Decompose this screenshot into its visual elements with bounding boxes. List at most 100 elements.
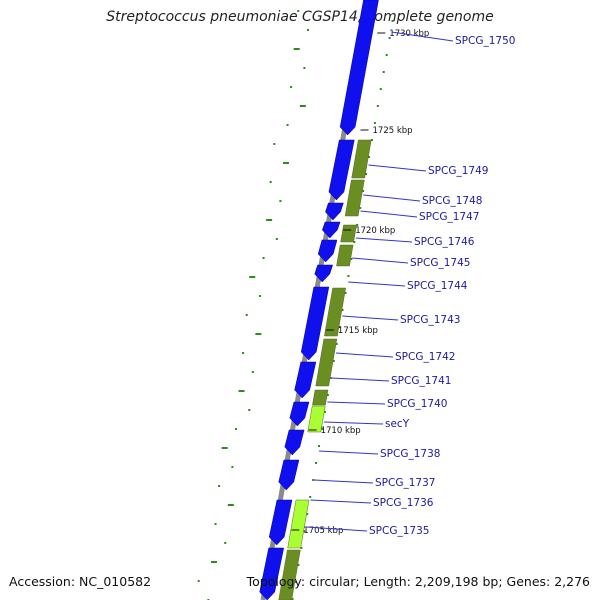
gene-arrow[interactable] — [322, 221, 341, 239]
gene-label[interactable]: SPCG_1748 — [422, 195, 482, 207]
cds-block[interactable] — [278, 549, 301, 600]
scale-label: 1720 kbp — [355, 226, 395, 236]
gene-label[interactable]: SPCG_1746 — [414, 236, 475, 248]
gc-dot — [224, 542, 227, 544]
gc-dot — [368, 156, 371, 158]
gc-dot — [309, 496, 312, 498]
gene-label[interactable]: SPCG_1741 — [391, 375, 451, 387]
gc-dot — [293, 48, 300, 50]
gc-dot — [326, 394, 329, 396]
cds-block[interactable] — [336, 244, 354, 267]
gene-label[interactable]: SPCG_1736 — [373, 497, 434, 509]
gc-dot — [347, 275, 350, 277]
gc-dot — [299, 105, 306, 107]
gc-dot — [303, 67, 306, 69]
label-leader — [318, 450, 379, 455]
cds-block[interactable] — [340, 224, 357, 243]
gc-dot — [245, 314, 248, 316]
gene-label[interactable]: SPCG_1743 — [400, 314, 460, 326]
gc-dot — [385, 54, 388, 56]
gene-arrow[interactable] — [328, 139, 355, 201]
gene-label[interactable]: SPCG_1737 — [375, 477, 435, 489]
gc-dot — [376, 105, 379, 107]
scale-label: 1705 kbp — [303, 526, 343, 536]
gc-dot — [312, 479, 315, 481]
gene-arrow[interactable] — [289, 401, 310, 427]
label-leader — [323, 421, 384, 425]
gc-dot — [379, 88, 382, 90]
label-leader — [331, 377, 390, 382]
gene-label[interactable]: SPCG_1747 — [419, 211, 479, 223]
gene-label[interactable]: SPCG_1745 — [410, 257, 470, 269]
label-leader — [348, 281, 406, 287]
gene-label[interactable]: secY — [385, 418, 410, 430]
gc-dot — [266, 219, 273, 221]
gc-dot — [388, 37, 391, 39]
gene-arrow[interactable] — [278, 459, 300, 491]
gc-dot — [344, 292, 347, 294]
gc-dot — [227, 504, 234, 506]
gc-dot — [286, 124, 289, 126]
label-leader — [335, 352, 394, 358]
cds-block[interactable] — [344, 179, 365, 217]
gc-content-track — [197, 10, 394, 600]
gene-arrow[interactable] — [314, 264, 333, 283]
cds-block[interactable] — [324, 287, 346, 337]
label-leader — [391, 31, 454, 42]
gc-dot — [279, 200, 282, 202]
gene-label[interactable]: SPCG_1750 — [455, 35, 515, 47]
gene-arrow[interactable] — [284, 429, 305, 456]
gene-label[interactable]: SPCG_1738 — [380, 448, 440, 460]
gene-track — [259, 0, 379, 600]
gc-dot — [329, 377, 332, 379]
scale-ticks: 1730 kbp 1725 kbp 1720 kbp 1715 kbp 1710 kbp… — [291, 29, 429, 536]
gc-dot — [290, 86, 293, 88]
label-leader — [313, 479, 374, 484]
gene-label[interactable]: SPCG_1749 — [428, 165, 488, 177]
gc-dot — [262, 257, 265, 259]
cds-block[interactable] — [351, 139, 372, 179]
gc-dot — [373, 122, 376, 124]
label-leader — [352, 257, 409, 264]
gc-dot — [275, 238, 278, 240]
cds-block[interactable] — [307, 405, 326, 433]
gene-arrow[interactable] — [339, 0, 379, 136]
gene-label[interactable]: SPCG_1735 — [369, 525, 429, 537]
gene-arrow[interactable] — [317, 239, 338, 263]
gc-dot — [303, 530, 306, 532]
gene-label[interactable]: SPCG_1740 — [387, 398, 447, 410]
gc-dot — [231, 466, 234, 468]
scale-label: 1730 kbp — [389, 29, 429, 39]
gene-arrow[interactable] — [300, 286, 330, 361]
gc-dot — [341, 309, 344, 311]
gc-dot — [221, 447, 228, 449]
label-leaders — [305, 31, 454, 532]
gene-label[interactable]: SPCG_1742 — [395, 351, 455, 363]
gc-dot — [294, 581, 297, 583]
gc-dot — [197, 580, 200, 582]
cds-block[interactable] — [312, 389, 329, 406]
genome-summary: Topology: circular; Length: 2,209,198 bp… — [246, 574, 590, 589]
gene-arrow[interactable] — [259, 547, 285, 600]
cds-block[interactable] — [287, 499, 310, 549]
scale-label: 1715 kbp — [338, 326, 378, 336]
gene-arrow[interactable] — [268, 499, 293, 546]
gc-dot — [214, 523, 217, 525]
gc-dot — [382, 71, 385, 73]
gc-dot — [332, 360, 335, 362]
gc-dot — [306, 29, 309, 31]
gc-dot — [356, 224, 359, 226]
gc-dot — [335, 343, 338, 345]
label-leader — [360, 210, 418, 218]
cds-track — [278, 139, 372, 600]
gene-arrow[interactable] — [325, 202, 344, 221]
gc-dot — [251, 371, 254, 373]
gc-dot — [338, 326, 341, 328]
cds-block[interactable] — [315, 338, 338, 387]
gene-label[interactable]: SPCG_1744 — [407, 280, 468, 292]
label-leader — [310, 499, 372, 504]
gene-arrow[interactable] — [294, 361, 317, 399]
gc-dot — [255, 333, 262, 335]
gc-dot — [365, 173, 368, 175]
